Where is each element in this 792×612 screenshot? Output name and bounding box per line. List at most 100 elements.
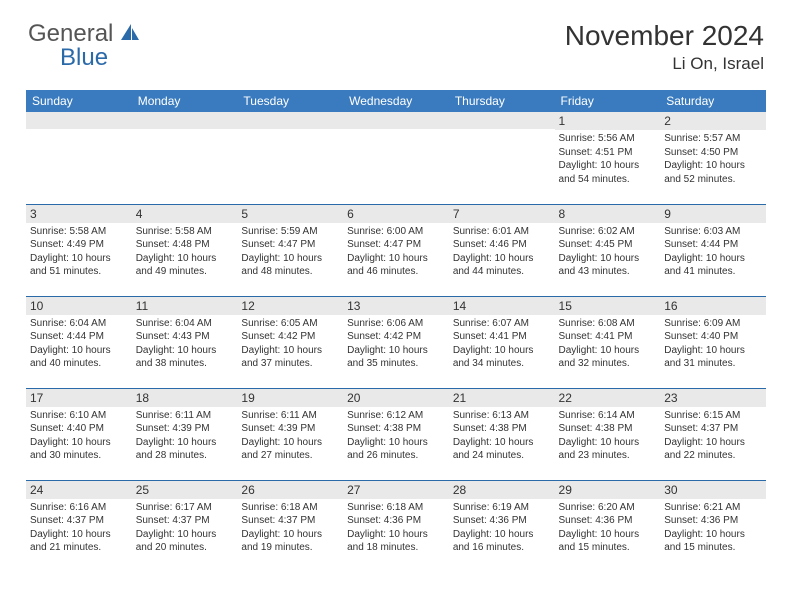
- sunrise-text: Sunrise: 6:10 AM: [30, 409, 128, 423]
- sunset-text: Sunset: 4:42 PM: [241, 330, 339, 344]
- calendar-day-cell: 3Sunrise: 5:58 AMSunset: 4:49 PMDaylight…: [26, 204, 132, 296]
- sunrise-text: Sunrise: 5:57 AM: [664, 132, 762, 146]
- sunset-text: Sunset: 4:45 PM: [559, 238, 657, 252]
- sunrise-text: Sunrise: 6:18 AM: [347, 501, 445, 515]
- calendar-day-cell: 21Sunrise: 6:13 AMSunset: 4:38 PMDayligh…: [449, 388, 555, 480]
- day-content: Sunrise: 6:05 AMSunset: 4:42 PMDaylight:…: [237, 315, 343, 373]
- calendar-day-cell: 15Sunrise: 6:08 AMSunset: 4:41 PMDayligh…: [555, 296, 661, 388]
- day-number: 11: [132, 297, 238, 315]
- calendar-day-cell: [237, 112, 343, 204]
- day-number: 16: [660, 297, 766, 315]
- day-number: 7: [449, 205, 555, 223]
- day-content: Sunrise: 5:58 AMSunset: 4:49 PMDaylight:…: [26, 223, 132, 281]
- calendar-week-row: 10Sunrise: 6:04 AMSunset: 4:44 PMDayligh…: [26, 296, 766, 388]
- sunset-text: Sunset: 4:44 PM: [664, 238, 762, 252]
- day-number: 5: [237, 205, 343, 223]
- day-content: Sunrise: 6:04 AMSunset: 4:44 PMDaylight:…: [26, 315, 132, 373]
- calendar-day-cell: [26, 112, 132, 204]
- sunset-text: Sunset: 4:40 PM: [30, 422, 128, 436]
- day-number: 30: [660, 481, 766, 499]
- calendar-day-cell: 22Sunrise: 6:14 AMSunset: 4:38 PMDayligh…: [555, 388, 661, 480]
- sunset-text: Sunset: 4:49 PM: [30, 238, 128, 252]
- calendar-day-cell: 20Sunrise: 6:12 AMSunset: 4:38 PMDayligh…: [343, 388, 449, 480]
- sunset-text: Sunset: 4:43 PM: [136, 330, 234, 344]
- daylight-text: Daylight: 10 hours and 35 minutes.: [347, 344, 445, 371]
- day-number: [343, 112, 449, 129]
- day-content: Sunrise: 6:19 AMSunset: 4:36 PMDaylight:…: [449, 499, 555, 557]
- calendar-day-cell: 12Sunrise: 6:05 AMSunset: 4:42 PMDayligh…: [237, 296, 343, 388]
- calendar-day-cell: 16Sunrise: 6:09 AMSunset: 4:40 PMDayligh…: [660, 296, 766, 388]
- daylight-text: Daylight: 10 hours and 54 minutes.: [559, 159, 657, 186]
- daylight-text: Daylight: 10 hours and 48 minutes.: [241, 252, 339, 279]
- day-number: 8: [555, 205, 661, 223]
- day-content: Sunrise: 6:11 AMSunset: 4:39 PMDaylight:…: [132, 407, 238, 465]
- sunrise-text: Sunrise: 6:13 AM: [453, 409, 551, 423]
- day-content: Sunrise: 5:57 AMSunset: 4:50 PMDaylight:…: [660, 130, 766, 188]
- sunrise-text: Sunrise: 6:03 AM: [664, 225, 762, 239]
- calendar-day-cell: 14Sunrise: 6:07 AMSunset: 4:41 PMDayligh…: [449, 296, 555, 388]
- day-header: Wednesday: [343, 90, 449, 112]
- day-header-row: Sunday Monday Tuesday Wednesday Thursday…: [26, 90, 766, 112]
- calendar-day-cell: 26Sunrise: 6:18 AMSunset: 4:37 PMDayligh…: [237, 480, 343, 572]
- sunset-text: Sunset: 4:37 PM: [241, 514, 339, 528]
- brand-text-blue: Blue: [60, 44, 108, 72]
- calendar-day-cell: 29Sunrise: 6:20 AMSunset: 4:36 PMDayligh…: [555, 480, 661, 572]
- day-content: Sunrise: 6:11 AMSunset: 4:39 PMDaylight:…: [237, 407, 343, 465]
- calendar-week-row: 3Sunrise: 5:58 AMSunset: 4:49 PMDaylight…: [26, 204, 766, 296]
- daylight-text: Daylight: 10 hours and 20 minutes.: [136, 528, 234, 555]
- calendar-day-cell: 19Sunrise: 6:11 AMSunset: 4:39 PMDayligh…: [237, 388, 343, 480]
- calendar-day-cell: 30Sunrise: 6:21 AMSunset: 4:36 PMDayligh…: [660, 480, 766, 572]
- day-content: Sunrise: 6:16 AMSunset: 4:37 PMDaylight:…: [26, 499, 132, 557]
- sunset-text: Sunset: 4:47 PM: [241, 238, 339, 252]
- calendar-day-cell: 8Sunrise: 6:02 AMSunset: 4:45 PMDaylight…: [555, 204, 661, 296]
- daylight-text: Daylight: 10 hours and 27 minutes.: [241, 436, 339, 463]
- calendar-table: Sunday Monday Tuesday Wednesday Thursday…: [26, 90, 766, 572]
- sunrise-text: Sunrise: 6:04 AM: [136, 317, 234, 331]
- calendar-day-cell: 2Sunrise: 5:57 AMSunset: 4:50 PMDaylight…: [660, 112, 766, 204]
- day-content: Sunrise: 6:12 AMSunset: 4:38 PMDaylight:…: [343, 407, 449, 465]
- sunset-text: Sunset: 4:40 PM: [664, 330, 762, 344]
- calendar-week-row: 24Sunrise: 6:16 AMSunset: 4:37 PMDayligh…: [26, 480, 766, 572]
- calendar-day-cell: 18Sunrise: 6:11 AMSunset: 4:39 PMDayligh…: [132, 388, 238, 480]
- sunrise-text: Sunrise: 6:11 AM: [241, 409, 339, 423]
- sunset-text: Sunset: 4:47 PM: [347, 238, 445, 252]
- sunset-text: Sunset: 4:37 PM: [30, 514, 128, 528]
- sunrise-text: Sunrise: 6:02 AM: [559, 225, 657, 239]
- sunrise-text: Sunrise: 6:17 AM: [136, 501, 234, 515]
- daylight-text: Daylight: 10 hours and 37 minutes.: [241, 344, 339, 371]
- day-header: Monday: [132, 90, 238, 112]
- sunrise-text: Sunrise: 6:11 AM: [136, 409, 234, 423]
- calendar-day-cell: 1Sunrise: 5:56 AMSunset: 4:51 PMDaylight…: [555, 112, 661, 204]
- day-number: [237, 112, 343, 129]
- day-number: 10: [26, 297, 132, 315]
- calendar-day-cell: 13Sunrise: 6:06 AMSunset: 4:42 PMDayligh…: [343, 296, 449, 388]
- calendar-day-cell: 25Sunrise: 6:17 AMSunset: 4:37 PMDayligh…: [132, 480, 238, 572]
- day-number: 18: [132, 389, 238, 407]
- day-number: 17: [26, 389, 132, 407]
- page-header: General Blue November 2024 Li On, Israel: [0, 0, 792, 82]
- day-number: 15: [555, 297, 661, 315]
- day-number: 6: [343, 205, 449, 223]
- title-block: November 2024 Li On, Israel: [565, 20, 764, 74]
- day-content: Sunrise: 6:02 AMSunset: 4:45 PMDaylight:…: [555, 223, 661, 281]
- sunrise-text: Sunrise: 6:07 AM: [453, 317, 551, 331]
- sunrise-text: Sunrise: 6:16 AM: [30, 501, 128, 515]
- calendar-day-cell: 6Sunrise: 6:00 AMSunset: 4:47 PMDaylight…: [343, 204, 449, 296]
- day-content: Sunrise: 5:58 AMSunset: 4:48 PMDaylight:…: [132, 223, 238, 281]
- calendar-day-cell: 28Sunrise: 6:19 AMSunset: 4:36 PMDayligh…: [449, 480, 555, 572]
- day-content: Sunrise: 6:17 AMSunset: 4:37 PMDaylight:…: [132, 499, 238, 557]
- day-content: Sunrise: 6:21 AMSunset: 4:36 PMDaylight:…: [660, 499, 766, 557]
- sunrise-text: Sunrise: 5:58 AM: [136, 225, 234, 239]
- daylight-text: Daylight: 10 hours and 34 minutes.: [453, 344, 551, 371]
- daylight-text: Daylight: 10 hours and 32 minutes.: [559, 344, 657, 371]
- day-content: Sunrise: 6:09 AMSunset: 4:40 PMDaylight:…: [660, 315, 766, 373]
- day-header: Saturday: [660, 90, 766, 112]
- day-header: Friday: [555, 90, 661, 112]
- sunrise-text: Sunrise: 6:14 AM: [559, 409, 657, 423]
- daylight-text: Daylight: 10 hours and 15 minutes.: [559, 528, 657, 555]
- daylight-text: Daylight: 10 hours and 24 minutes.: [453, 436, 551, 463]
- daylight-text: Daylight: 10 hours and 15 minutes.: [664, 528, 762, 555]
- sunset-text: Sunset: 4:46 PM: [453, 238, 551, 252]
- day-content: Sunrise: 6:04 AMSunset: 4:43 PMDaylight:…: [132, 315, 238, 373]
- day-content: Sunrise: 6:03 AMSunset: 4:44 PMDaylight:…: [660, 223, 766, 281]
